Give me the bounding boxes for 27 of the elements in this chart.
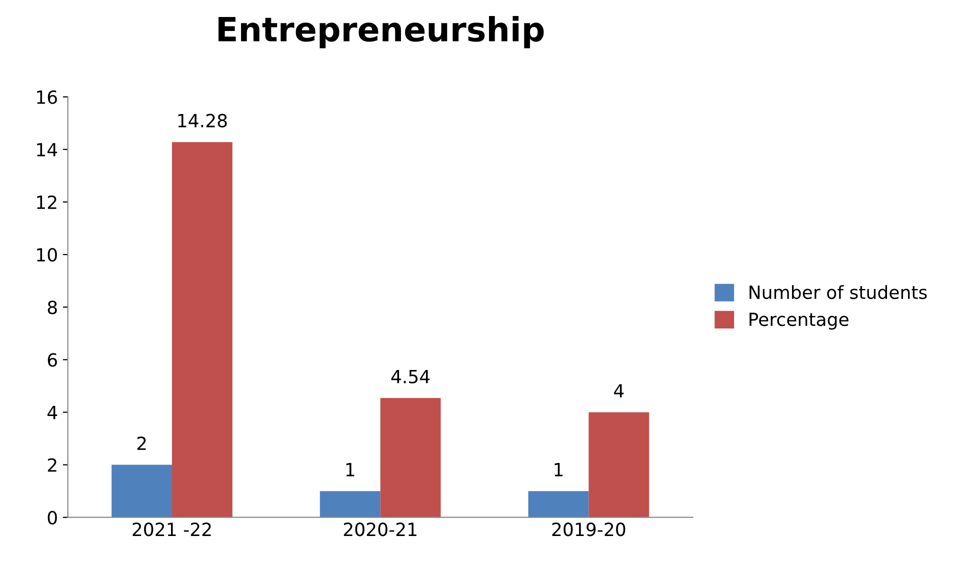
- data-label: 1: [554, 463, 563, 476]
- x-tick-label: 2019-20: [552, 522, 626, 536]
- y-tick-label: 12: [37, 195, 56, 209]
- x-tick-label: 2020-21: [344, 522, 416, 536]
- chart-title: Entrepreneurship: [218, 16, 544, 48]
- y-tick-label: 8: [48, 300, 57, 314]
- bar: [588, 412, 650, 518]
- y-tick-label: 16: [37, 90, 57, 104]
- y-tick-label: 6: [48, 353, 57, 367]
- data-label: 1: [346, 463, 354, 476]
- legend-label: Percentage: [750, 312, 848, 330]
- data-label: 4.54: [391, 370, 430, 384]
- y-tick-label: 4: [48, 406, 58, 420]
- y-tick-label: 0: [48, 510, 57, 524]
- x-tick-label: 2021 -22: [132, 522, 211, 536]
- legend-label: Number of students: [750, 285, 927, 300]
- y-tick-label: 2: [48, 458, 56, 472]
- y-tick-label: 10: [37, 248, 57, 262]
- bar: [380, 398, 441, 518]
- bar: [528, 491, 589, 518]
- data-label: 4: [614, 384, 624, 398]
- y-tick-label: 14: [37, 143, 58, 156]
- bar: [172, 142, 232, 518]
- bar: [112, 464, 172, 518]
- bar: [320, 491, 380, 518]
- data-label: 2: [137, 436, 146, 450]
- data-label: 14.28: [178, 114, 227, 128]
